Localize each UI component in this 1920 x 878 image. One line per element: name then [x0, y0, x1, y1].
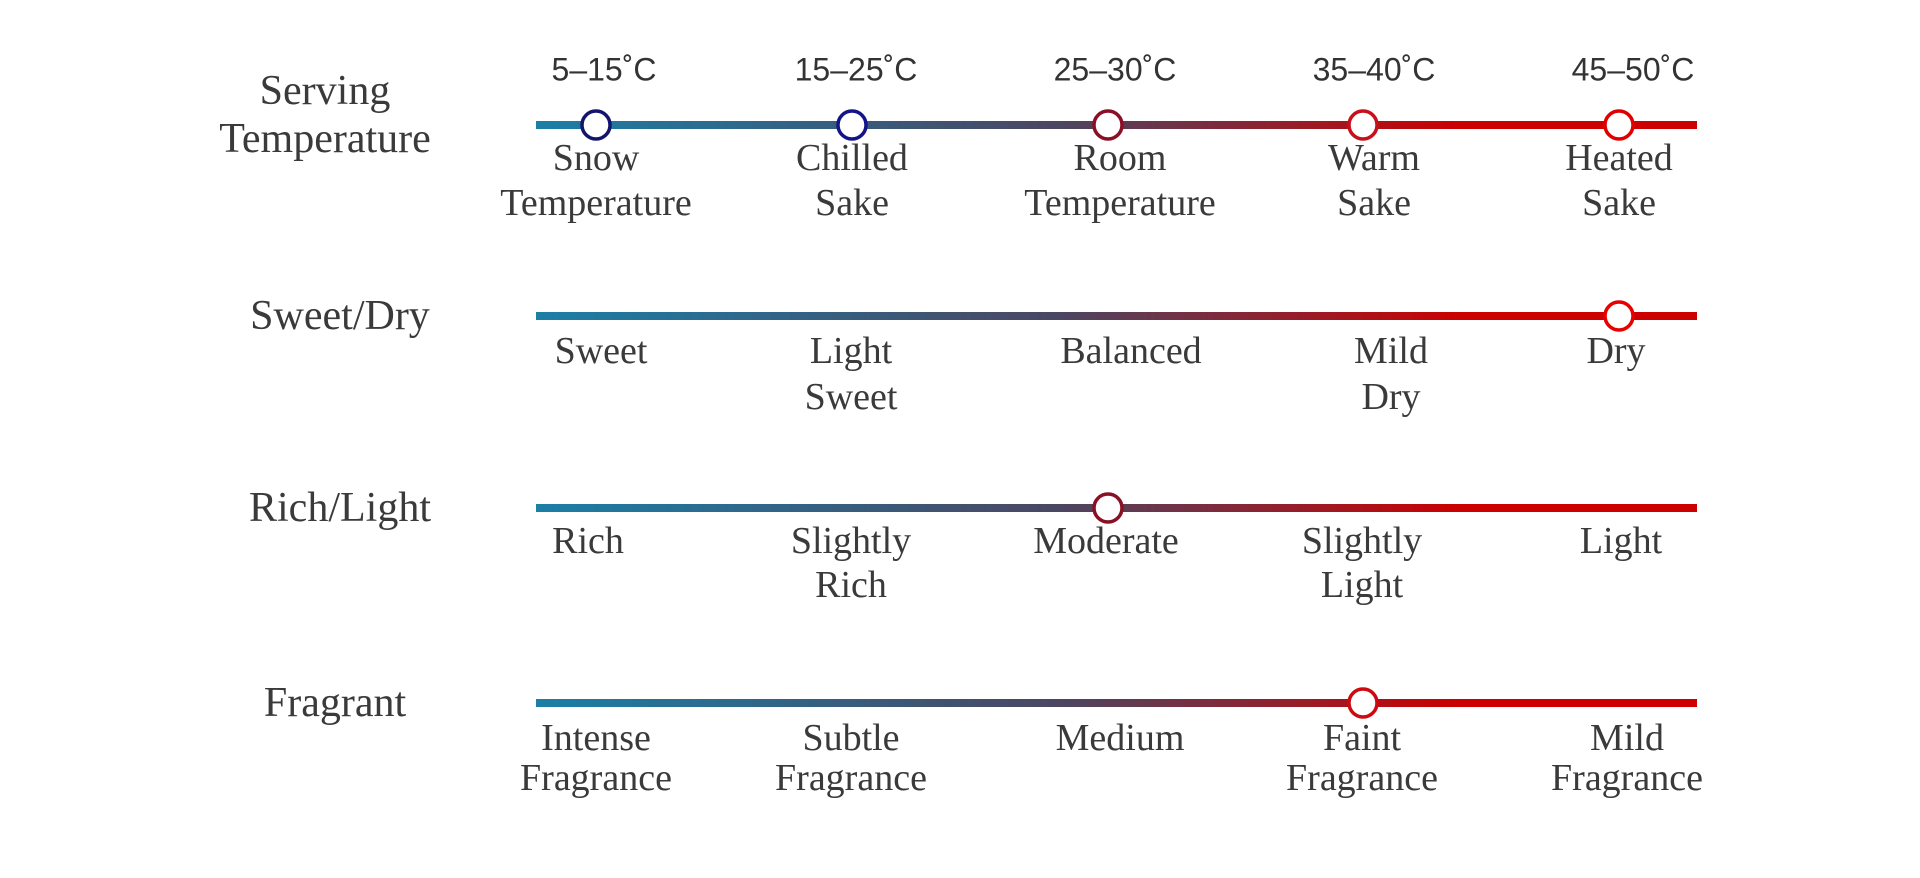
temperature-range-label: 15–25˚C — [794, 51, 918, 88]
category-label: Room Temperature — [1000, 136, 1240, 226]
category-label: Dry — [1496, 328, 1736, 374]
scale-marker — [580, 109, 612, 141]
category-label-line: Sake — [815, 182, 889, 224]
scale-marker — [1092, 109, 1124, 141]
scale-marker — [1347, 109, 1379, 141]
row-label: Rich/Light — [190, 484, 490, 532]
scale-marker — [1603, 109, 1635, 141]
row-label-line: Rich/Light — [249, 485, 431, 531]
category-label-line: Subtle — [802, 717, 900, 759]
category-label-line: Sake — [1582, 182, 1656, 224]
row-label: Fragrant — [185, 679, 485, 727]
category-label-line: Temperature — [1024, 182, 1216, 224]
row-label-line: Sweet/Dry — [250, 293, 430, 339]
category-label-line: Moderate — [1033, 520, 1179, 562]
category-label: Rich — [468, 519, 708, 563]
category-label-line: Fragrance — [1551, 757, 1703, 799]
category-label-line: Slightly — [1301, 520, 1423, 562]
category-label-line: Dry — [1361, 376, 1421, 418]
category-label: Mild Fragrance — [1507, 718, 1747, 798]
category-label-line: Slightly — [790, 520, 912, 562]
category-label-line: Warm — [1328, 137, 1420, 179]
category-label-line: Sweet — [554, 330, 648, 372]
category-label-line: Light — [1579, 520, 1663, 562]
category-label: Moderate — [986, 519, 1226, 563]
category-label: Slightly Rich — [731, 519, 971, 607]
category-label-line: Snow — [552, 137, 640, 179]
category-label-line: Chilled — [796, 137, 908, 179]
category-label-line: Fragrance — [775, 757, 927, 799]
category-label: Balanced — [1011, 328, 1251, 374]
category-label-line: Room — [1073, 137, 1167, 179]
category-label-line: Sake — [1337, 182, 1411, 224]
category-label-line: Heated — [1565, 137, 1673, 179]
category-label: Faint Fragrance — [1242, 718, 1482, 798]
category-label: Chilled Sake — [732, 136, 972, 226]
category-label-line: Rich — [552, 520, 624, 562]
scale-marker — [1092, 492, 1124, 524]
scale-marker — [1347, 687, 1379, 719]
category-label-line: Faint — [1322, 717, 1402, 759]
category-label: Sweet — [481, 328, 721, 374]
row-label: Serving Temperature — [175, 67, 475, 163]
category-label-line: Dry — [1586, 330, 1646, 372]
row-label-line: Temperature — [219, 116, 431, 162]
row-label-line: Fragrant — [263, 680, 407, 726]
category-label: Mild Dry — [1271, 328, 1511, 420]
category-label: Light — [1501, 519, 1741, 563]
category-label-line: Rich — [815, 564, 887, 606]
category-label: Slightly Light — [1242, 519, 1482, 607]
temperature-range-label: 5–15˚C — [551, 51, 657, 88]
row-label-line: Serving — [259, 68, 391, 114]
temperature-range-label: 45–50˚C — [1571, 51, 1695, 88]
category-label: Subtle Fragrance — [731, 718, 971, 798]
scale-marker — [836, 109, 868, 141]
category-label: Snow Temperature — [476, 136, 716, 226]
category-label-line: Light — [809, 330, 893, 372]
category-label-line: Medium — [1055, 717, 1185, 759]
category-label-line: Fragrance — [1286, 757, 1438, 799]
category-label-line: Intense — [541, 717, 651, 759]
scale-marker — [1603, 300, 1635, 332]
category-label-line: Mild — [1590, 717, 1664, 759]
category-label-line: Balanced — [1060, 330, 1202, 372]
category-label: Intense Fragrance — [476, 718, 716, 798]
category-label-line: Sweet — [804, 376, 898, 418]
temperature-range-label: 25–30˚C — [1053, 51, 1177, 88]
category-label-line: Temperature — [500, 182, 692, 224]
category-label-line: Mild — [1354, 330, 1428, 372]
category-label: Warm Sake — [1254, 136, 1494, 226]
row-label: Sweet/Dry — [190, 292, 490, 340]
category-label: Light Sweet — [731, 328, 971, 420]
category-label: Heated Sake — [1499, 136, 1739, 226]
category-label-line: Fragrance — [520, 757, 672, 799]
category-label: Medium — [1000, 718, 1240, 758]
category-label-line: Light — [1320, 564, 1404, 606]
temperature-range-label: 35–40˚C — [1312, 51, 1436, 88]
